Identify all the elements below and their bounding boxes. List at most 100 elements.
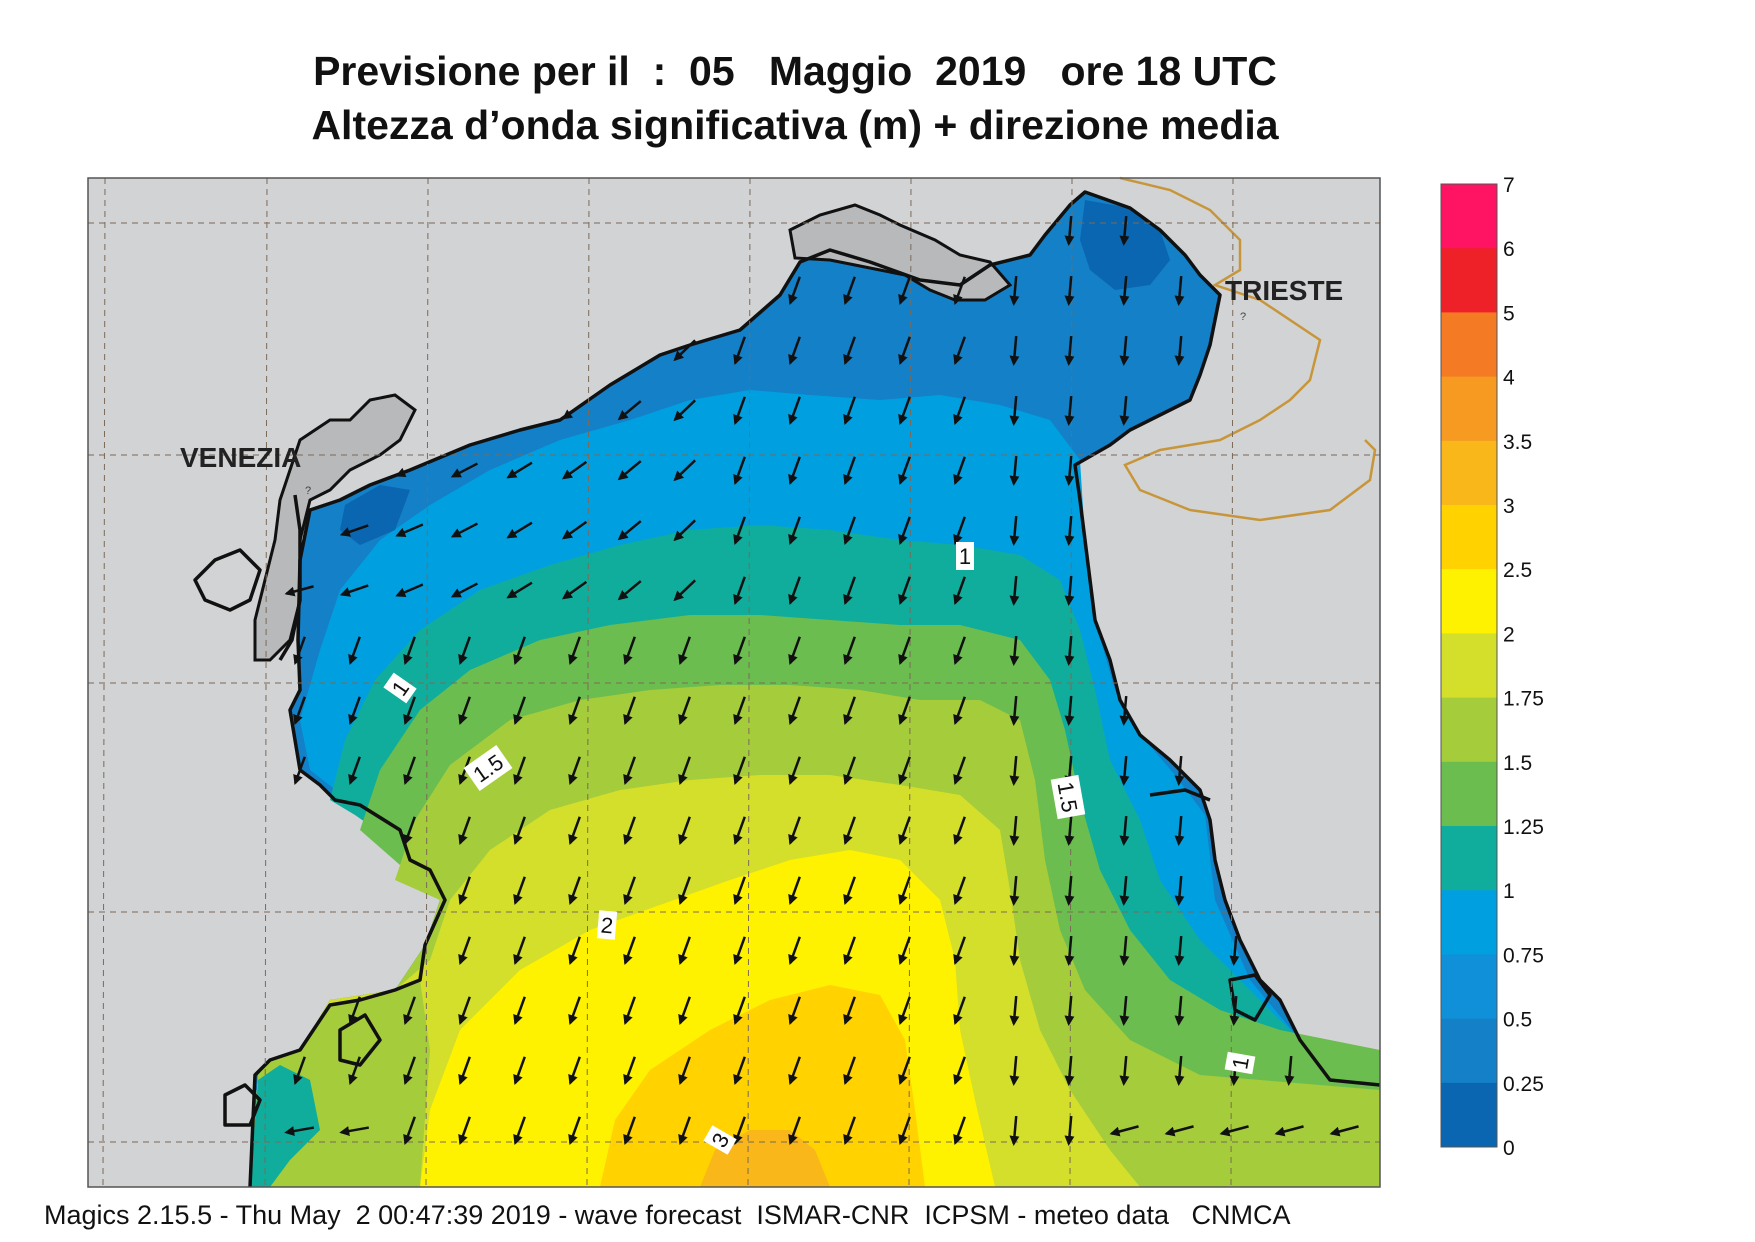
- direction-arrow: [1009, 995, 1020, 1026]
- direction-arrow: [395, 523, 424, 537]
- wave-height-field: [250, 192, 1380, 1187]
- direction-arrow: [843, 576, 856, 606]
- legend-swatch: [1441, 633, 1497, 699]
- direction-arrow: [623, 816, 636, 846]
- legend-swatch: [1441, 248, 1497, 313]
- direction-arrow: [1009, 635, 1020, 666]
- direction-arrow: [1009, 755, 1020, 786]
- direction-arrow: [1174, 1055, 1185, 1086]
- direction-arrow: [1009, 575, 1020, 606]
- direction-arrow: [293, 756, 306, 786]
- direction-arrow: [733, 756, 746, 786]
- lat-lon-grid: [88, 177, 1380, 1188]
- direction-arrow: [678, 996, 691, 1026]
- direction-arrow: [1219, 1125, 1249, 1137]
- direction-arrow: [458, 1056, 471, 1086]
- direction-arrow: [568, 816, 581, 846]
- direction-arrow: [293, 636, 306, 666]
- legend-label: 3: [1503, 495, 1515, 518]
- direction-arrow: [678, 1116, 691, 1146]
- direction-arrow: [1009, 1115, 1020, 1146]
- city-label-venezia: VENEZIA: [180, 442, 301, 473]
- direction-arrow: [733, 816, 746, 846]
- direction-arrow: [1119, 1055, 1130, 1086]
- direction-arrow: [1064, 395, 1075, 426]
- direction-arrow: [561, 520, 588, 540]
- direction-arrow: [348, 636, 361, 666]
- direction-arrow: [733, 936, 746, 966]
- direction-arrow: [458, 696, 471, 726]
- direction-arrow: [458, 816, 471, 846]
- direction-arrow: [1329, 1125, 1359, 1137]
- direction-arrow: [513, 696, 526, 726]
- direction-arrow: [1174, 335, 1185, 366]
- legend-swatch: [1441, 184, 1497, 249]
- direction-arrow: [1009, 695, 1020, 726]
- footer-credits: Magics 2.15.5 - Thu May 2 00:47:39 2019 …: [44, 1200, 1291, 1230]
- direction-arrow: [898, 936, 911, 966]
- direction-arrow: [617, 400, 642, 421]
- legend-swatch: [1441, 826, 1497, 891]
- direction-arrow: [733, 876, 746, 906]
- direction-arrow: [395, 463, 424, 477]
- svg-text:?: ?: [1240, 311, 1246, 323]
- legend-swatch: [1441, 697, 1497, 763]
- direction-arrow: [788, 936, 801, 966]
- direction-arrow: [458, 1116, 471, 1146]
- direction-arrow: [450, 462, 479, 478]
- direction-arrow: [898, 276, 911, 306]
- direction-arrow: [1174, 935, 1185, 966]
- legend-swatch: [1441, 440, 1497, 506]
- direction-arrow: [403, 756, 416, 786]
- direction-arrow: [788, 456, 801, 486]
- direction-arrow: [1064, 875, 1075, 906]
- direction-arrow: [1119, 995, 1130, 1026]
- direction-arrow: [733, 336, 746, 366]
- direction-arrow: [1009, 275, 1020, 306]
- direction-arrow: [673, 579, 696, 602]
- legend-label: 2: [1503, 623, 1515, 646]
- direction-arrow: [1174, 815, 1185, 846]
- map-frame: [87, 177, 1381, 1188]
- legend-label: 1.75: [1503, 688, 1544, 711]
- direction-arrow: [1064, 275, 1075, 306]
- direction-arrow: [898, 636, 911, 666]
- direction-arrow: [788, 696, 801, 726]
- direction-arrow: [843, 636, 856, 666]
- legend-swatch: [1441, 376, 1497, 442]
- direction-arrow: [623, 876, 636, 906]
- direction-arrow: [673, 339, 696, 362]
- direction-arrow: [403, 636, 416, 666]
- legend-label: 6: [1503, 238, 1515, 261]
- legend-swatch: [1441, 761, 1497, 827]
- direction-arrow: [1064, 215, 1075, 246]
- direction-arrow: [1064, 995, 1075, 1026]
- direction-arrow: [1064, 335, 1075, 366]
- direction-arrow: [513, 876, 526, 906]
- direction-arrow: [953, 576, 966, 606]
- wave-direction-arrows: [284, 215, 1359, 1146]
- direction-arrow: [788, 876, 801, 906]
- direction-arrow: [953, 516, 966, 546]
- direction-arrow: [1009, 335, 1020, 366]
- direction-arrow: [953, 756, 966, 786]
- direction-arrow: [1119, 215, 1130, 246]
- direction-arrow: [403, 1116, 416, 1146]
- direction-arrow: [953, 1056, 966, 1086]
- direction-arrow: [623, 936, 636, 966]
- direction-arrow: [1009, 875, 1020, 906]
- direction-arrow: [1174, 875, 1185, 906]
- direction-arrow: [1229, 995, 1240, 1026]
- direction-arrow: [617, 460, 642, 481]
- legend-label: 2.5: [1503, 559, 1532, 582]
- direction-arrow: [953, 996, 966, 1026]
- direction-arrow: [561, 400, 588, 420]
- direction-arrow: [898, 996, 911, 1026]
- direction-arrow: [673, 399, 696, 422]
- direction-arrow: [458, 636, 471, 666]
- direction-arrow: [1174, 995, 1185, 1026]
- direction-arrow: [678, 1056, 691, 1086]
- direction-arrow: [733, 576, 746, 606]
- direction-arrow: [623, 756, 636, 786]
- direction-arrow: [953, 876, 966, 906]
